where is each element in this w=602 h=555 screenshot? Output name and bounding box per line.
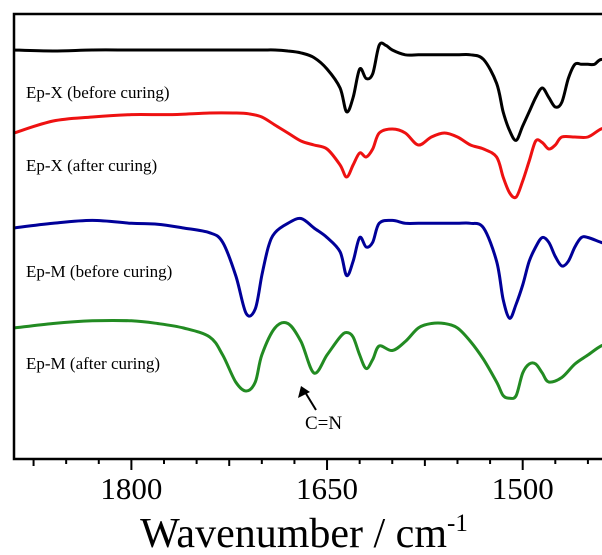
annotation-c-n: C=N xyxy=(298,386,342,434)
series-label-ep-x-after: Ep-X (after curing) xyxy=(26,156,157,175)
x-axis-title-superscript: -1 xyxy=(447,510,468,537)
series-label-ep-m-after: Ep-M (after curing) xyxy=(26,354,160,373)
series-labels: Ep-X (before curing) Ep-X (after curing)… xyxy=(26,83,172,373)
annotation-label: C=N xyxy=(305,413,342,434)
x-tick-label: 1800 xyxy=(100,471,162,506)
series-group xyxy=(13,41,602,400)
annotation-arrow-head xyxy=(298,386,310,398)
series-line-ep-m-after xyxy=(13,319,602,400)
series-line-ep-x-before xyxy=(13,41,602,142)
x-tick-label: 1650 xyxy=(296,471,358,506)
series-line-ep-m-before xyxy=(13,216,602,320)
series-line-ep-x-after xyxy=(13,111,602,200)
series-label-ep-m-before: Ep-M (before curing) xyxy=(26,262,172,281)
x-axis-title-text: Wavenumber / cm xyxy=(140,511,447,555)
annotation-arrow-shaft xyxy=(304,391,317,411)
series-label-ep-x-before: Ep-X (before curing) xyxy=(26,83,170,102)
x-axis: 1800 1650 1500 xyxy=(32,459,589,506)
x-axis-title: Wavenumber / cm-1 xyxy=(140,510,468,555)
x-tick-label: 1500 xyxy=(492,471,554,506)
plot-frame xyxy=(12,12,602,461)
